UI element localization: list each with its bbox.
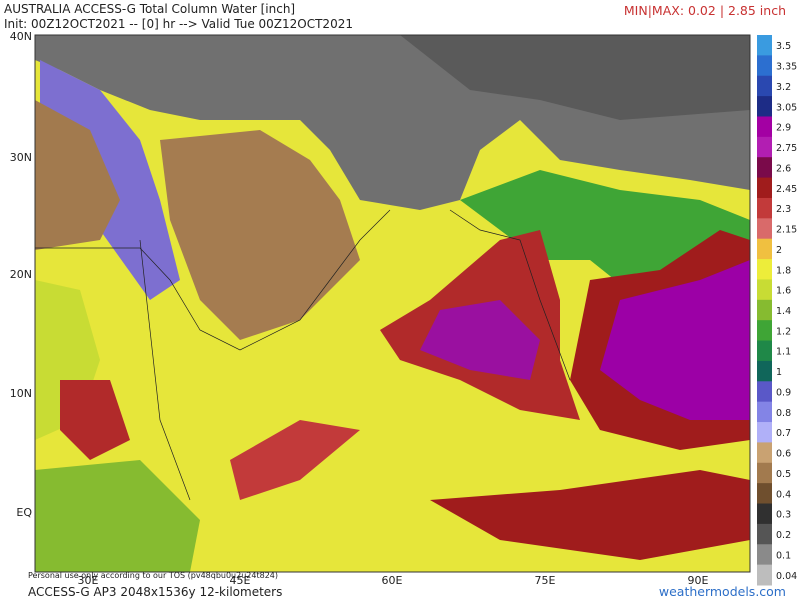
colorbar-label: 3.35	[776, 62, 797, 73]
colorbar-cell	[757, 157, 772, 179]
colorbar-label: 2.3	[776, 204, 791, 215]
lat-label: 30N	[10, 151, 32, 164]
colorbar-label: 3.2	[776, 82, 791, 93]
colorbar-label: 0.04	[776, 571, 797, 582]
colorbar-cell	[757, 238, 772, 260]
lat-label: 40N	[10, 30, 32, 43]
colorbar-cell	[757, 177, 772, 199]
min-max: MIN|MAX: 0.02 | 2.85 inch	[624, 3, 786, 18]
lon-label: 75E	[535, 574, 556, 587]
colorbar-cell	[757, 564, 772, 586]
lat-label: 10N	[10, 387, 32, 400]
colorbar-label: 1.4	[776, 306, 791, 317]
colorbar-cell	[757, 259, 772, 280]
lat-label: 20N	[10, 268, 32, 281]
lon-label: 45E	[230, 574, 251, 587]
colorbar-cell	[757, 136, 772, 158]
brand: weathermodels.com	[659, 584, 786, 599]
colorbar-cell	[757, 483, 772, 505]
colorbar-label: 0.7	[776, 428, 791, 439]
colorbar-label: 2.15	[776, 225, 797, 236]
colorbar-label: 1.6	[776, 286, 791, 297]
lon-label: 60E	[382, 574, 403, 587]
colorbar-cell	[757, 523, 772, 545]
colorbar-label: 2.45	[776, 184, 797, 195]
colorbar-label: 1.1	[776, 347, 791, 358]
colorbar-cell	[757, 197, 772, 219]
title: AUSTRALIA ACCESS-G Total Column Water [i…	[4, 2, 295, 16]
colorbar-cell	[757, 401, 772, 423]
model-info: ACCESS-G AP3 2048x1536y 12-kilometers	[28, 585, 282, 599]
colorbar-cell	[757, 320, 772, 342]
longitude-labels: 30E 45E 60E 75E 90E	[78, 574, 709, 587]
colorbar-cell	[757, 442, 772, 464]
colorbar-label: 2	[776, 245, 782, 256]
lon-label: 90E	[688, 574, 709, 587]
colorbar-label: 2.75	[776, 143, 797, 154]
colorbar-label: 0.5	[776, 469, 791, 480]
colorbar-label: 0.3	[776, 510, 791, 521]
colorbar-cell	[757, 381, 772, 403]
subtitle: Init: 00Z12OCT2021 -- [0] hr --> Valid T…	[4, 17, 353, 31]
colorbar-cell	[757, 218, 772, 240]
colorbar-cell	[757, 299, 772, 321]
colorbar-label: 0.9	[776, 387, 791, 398]
colorbar-cell	[757, 55, 772, 77]
colorbar-label: 1.2	[776, 326, 791, 337]
colorbar-label: 0.2	[776, 530, 791, 541]
colorbar-label: 0.1	[776, 550, 791, 561]
colorbar-cell	[757, 340, 772, 362]
lon-label: 30E	[78, 574, 99, 587]
colorbar-label: 1	[776, 367, 782, 378]
colorbar-cell	[757, 35, 772, 56]
colorbar-label: 3.5	[776, 41, 791, 52]
colorbar-label: 2.6	[776, 163, 791, 174]
colorbar-label: 0.6	[776, 449, 791, 460]
colorbar-cell	[757, 462, 772, 484]
colorbar-cell	[757, 75, 772, 97]
colorbar-label: 0.4	[776, 489, 791, 500]
lat-label: EQ	[16, 506, 32, 519]
disclaimer: Personal use only according to our TOS (…	[28, 571, 278, 580]
colorbar-label: 3.05	[776, 102, 797, 113]
colorbar-cell	[757, 116, 772, 138]
colorbar-cell	[757, 503, 772, 525]
colorbar-label: 1.8	[776, 265, 791, 276]
colorbar-cell	[757, 96, 772, 117]
colorbar-cell	[757, 279, 772, 301]
colorbar-label: 0.8	[776, 408, 791, 419]
colorbar-cell	[757, 360, 772, 382]
latitude-labels: 40N 30N 20N 10N EQ	[10, 30, 33, 519]
colorbar: 3.5 3.35 3.2 3.05 2.9 2.75 2.6 2.45 2.3 2.15 2 1.8 1…	[757, 35, 797, 586]
map	[34, 34, 751, 573]
colorbar-cell	[757, 544, 772, 566]
colorbar-cell	[757, 422, 772, 443]
colorbar-label: 2.9	[776, 123, 791, 134]
